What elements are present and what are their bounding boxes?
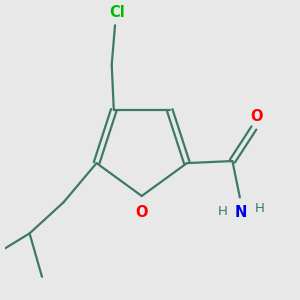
Text: H: H <box>255 202 265 215</box>
Text: H: H <box>218 205 227 218</box>
Text: Cl: Cl <box>109 5 125 20</box>
Text: N: N <box>235 205 247 220</box>
Text: O: O <box>250 109 262 124</box>
Text: O: O <box>136 205 148 220</box>
